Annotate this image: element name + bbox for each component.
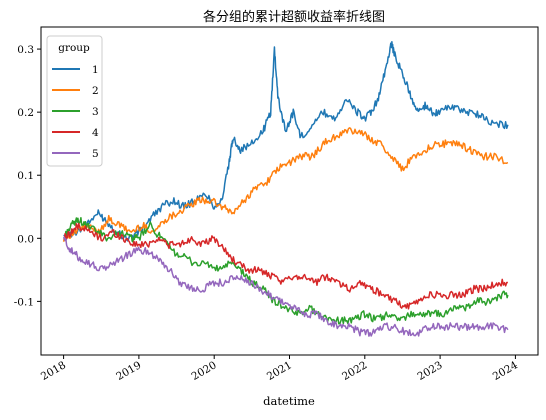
legend-label-5: 5	[92, 148, 99, 160]
chart-title: 各分组的累计超额收益率折线图	[203, 9, 385, 25]
legend-box	[46, 35, 103, 167]
y-axis: -0.1 0.0 0.1 0.2 0.3	[14, 44, 41, 308]
axes-frame	[40, 26, 539, 356]
legend-label-2: 2	[92, 85, 99, 97]
legend-label-1: 1	[92, 64, 99, 76]
legend-title: group	[58, 42, 90, 54]
legend-entries: 1 2 3 4 5	[52, 64, 99, 160]
series-line-4	[63, 222, 508, 310]
y-tick-label: 0.0	[17, 233, 34, 245]
series-line-2	[62, 127, 509, 242]
legend-label-3: 3	[92, 106, 99, 118]
y-tick-label: 0.3	[17, 44, 34, 56]
legend-label-4: 4	[92, 127, 99, 139]
y-tick-label: 0.1	[17, 170, 34, 182]
y-tick-label: -0.1	[14, 296, 34, 308]
series-layer	[62, 40, 509, 337]
series-line-5	[62, 236, 509, 337]
y-tick-label: 0.2	[17, 107, 34, 119]
x-axis-label: datetime	[263, 394, 315, 408]
legend: group 1 2 3 4 5	[46, 35, 103, 167]
series-line-1	[63, 40, 509, 242]
